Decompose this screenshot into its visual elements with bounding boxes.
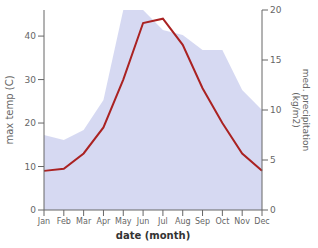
svg-text:May: May xyxy=(115,217,132,226)
svg-text:Jun: Jun xyxy=(136,217,150,226)
svg-text:20: 20 xyxy=(270,5,282,15)
svg-text:0: 0 xyxy=(270,205,276,215)
svg-text:Jan: Jan xyxy=(37,217,50,226)
svg-text:Jul: Jul xyxy=(157,217,168,226)
svg-text:5: 5 xyxy=(270,155,276,165)
svg-text:Apr: Apr xyxy=(97,217,112,226)
svg-text:0: 0 xyxy=(30,205,36,215)
svg-text:10: 10 xyxy=(25,162,37,172)
svg-text:Sep: Sep xyxy=(195,217,210,226)
svg-text:max temp (C): max temp (C) xyxy=(8,75,15,144)
svg-text:30: 30 xyxy=(25,75,37,85)
svg-text:Feb: Feb xyxy=(57,217,71,226)
svg-text:40: 40 xyxy=(25,31,37,41)
svg-text:20: 20 xyxy=(25,118,37,128)
svg-text:Dec: Dec xyxy=(254,217,269,226)
svg-text:Aug: Aug xyxy=(175,217,191,226)
svg-text:med. precipitation(kg/m2): med. precipitation(kg/m2) xyxy=(291,69,310,151)
svg-text:15: 15 xyxy=(270,55,281,65)
svg-text:Nov: Nov xyxy=(234,217,250,226)
svg-text:10: 10 xyxy=(270,105,282,115)
svg-text:Mar: Mar xyxy=(76,217,92,226)
svg-text:Oct: Oct xyxy=(215,217,229,226)
svg-text:date (month): date (month) xyxy=(116,230,190,241)
